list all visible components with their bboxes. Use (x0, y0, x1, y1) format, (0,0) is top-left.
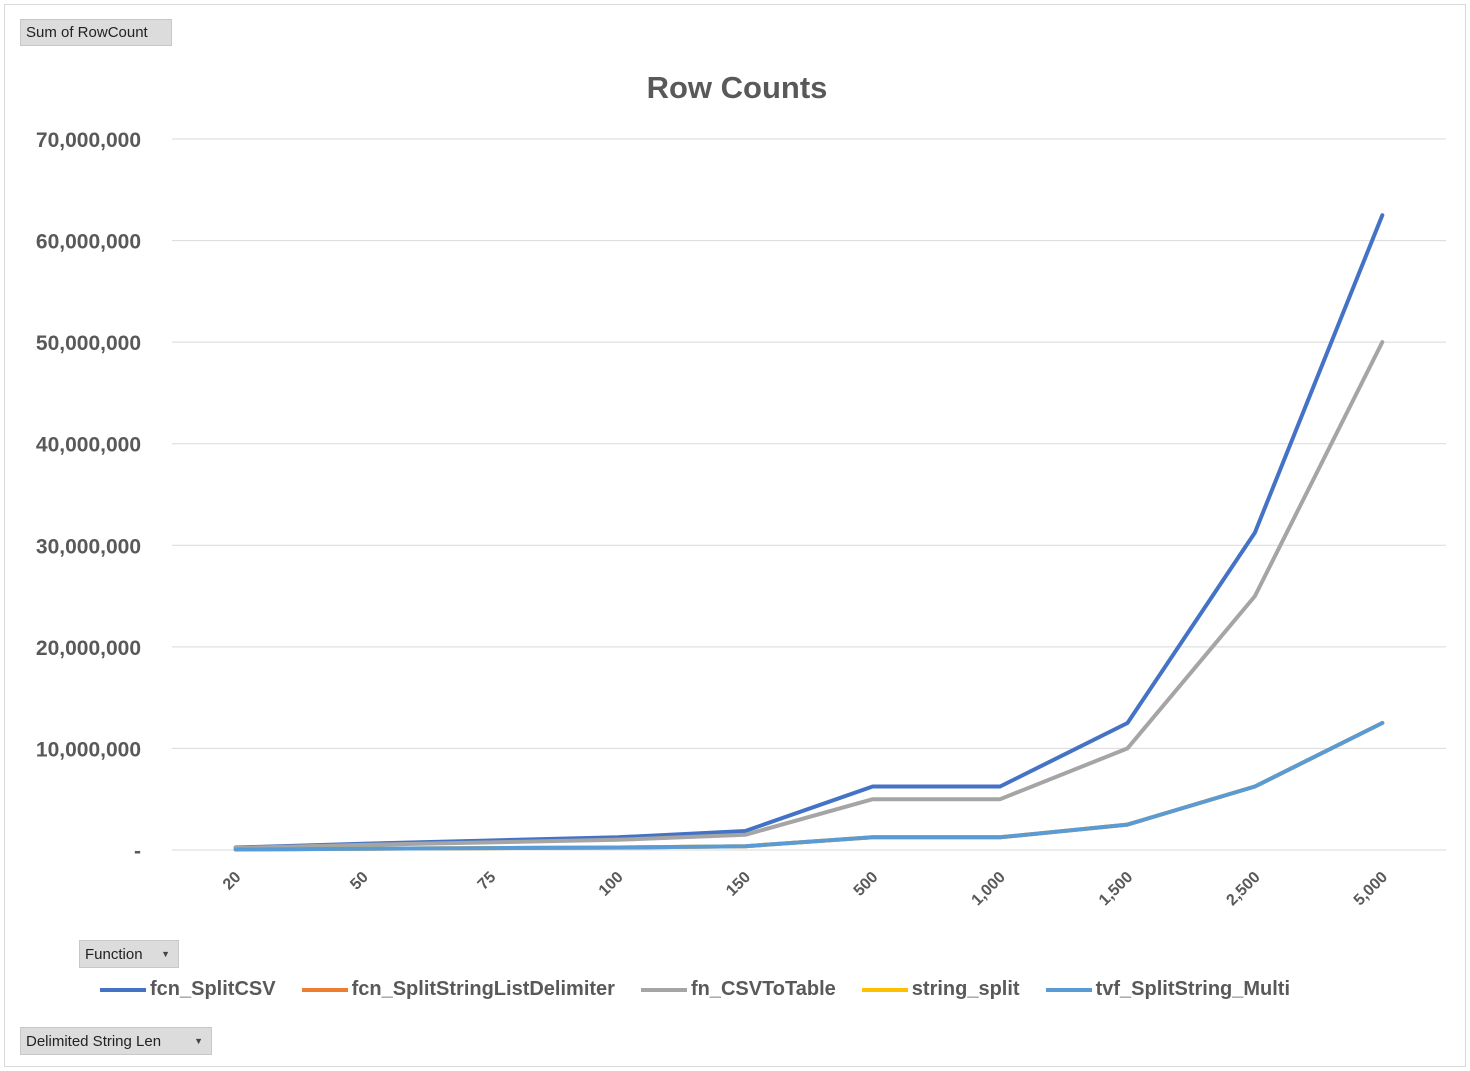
chart-legend: fcn_SplitCSV fcn_SplitStringListDelimiter… (100, 978, 1316, 1001)
y-axis-ticks: - 10,000,000 20,000,000 30,000,000 40,000,00… (36, 129, 141, 863)
legend-swatch (301, 987, 348, 992)
series-field-button[interactable]: Function ▼ (79, 940, 179, 968)
legend-item: fcn_SplitCSV (100, 978, 276, 1001)
y-tick-label: 50,000,000 (36, 332, 141, 355)
x-tick-label: 2,500 (1223, 869, 1263, 909)
series-line-fcn_SplitCSV (233, 213, 1385, 850)
legend-item: fn_CSVToTable (640, 978, 836, 1001)
y-tick-label: - (134, 840, 141, 863)
legend-label: tvf_SplitString_Multi (1095, 978, 1291, 1000)
series-field-label: Function (85, 945, 143, 963)
series-line-fcn_SplitStringListDelimiter (233, 721, 1385, 852)
legend-label: string_split (911, 978, 1020, 1000)
x-tick-label: 5,000 (1351, 869, 1391, 909)
legend-label: fcn_SplitCSV (150, 978, 276, 1000)
series-line-string_split (233, 721, 1385, 852)
y-tick-label: 20,000,000 (36, 637, 141, 660)
series-line-tvf_SplitString_Multi (233, 721, 1385, 852)
axis-field-button[interactable]: Delimited String Len ▼ (20, 1027, 212, 1055)
x-tick-label: 1,000 (969, 869, 1009, 909)
y-tick-label: 10,000,000 (36, 738, 141, 761)
values-field-label: Sum of RowCount (26, 24, 148, 41)
y-tick-label: 60,000,000 (36, 231, 141, 254)
series-line-fn_CSVToTable (233, 340, 1385, 850)
chart-frame (4, 4, 1466, 1067)
legend-item: string_split (861, 978, 1020, 1001)
x-tick-label: 150 (723, 869, 754, 900)
axis-field-label: Delimited String Len (26, 1032, 162, 1050)
x-tick-label: 20 (220, 869, 245, 894)
y-tick-label: 70,000,000 (36, 129, 141, 152)
x-tick-label: 100 (596, 869, 627, 900)
legend-label: fn_CSVToTable (690, 978, 836, 1000)
chart-title: Row Counts (647, 70, 828, 105)
legend-swatch (640, 987, 687, 992)
legend-swatch (861, 987, 908, 992)
x-tick-label: 75 (475, 869, 500, 894)
gridlines (172, 138, 1446, 851)
legend-label: fcn_SplitStringListDelimiter (351, 978, 615, 1000)
y-tick-label: 40,000,000 (36, 434, 141, 457)
legend-item: tvf_SplitString_Multi (1045, 978, 1291, 1001)
legend-item: fcn_SplitStringListDelimiter (301, 978, 615, 1001)
x-tick-label: 1,500 (1096, 869, 1136, 909)
x-tick-label: 50 (347, 869, 372, 894)
chevron-down-icon: ▼ (161, 949, 170, 959)
values-field-button[interactable]: Sum of RowCount (20, 19, 172, 46)
x-axis-ticks: 20 50 75 100 150 500 1,000 1,500 2,500 5,000 (220, 869, 1391, 909)
x-tick-label: 500 (851, 869, 882, 900)
series-lines (233, 213, 1385, 852)
legend-swatch (1045, 987, 1092, 992)
legend-swatch (100, 987, 146, 992)
y-tick-label: 30,000,000 (36, 535, 141, 558)
chevron-down-icon: ▼ (194, 1036, 203, 1046)
